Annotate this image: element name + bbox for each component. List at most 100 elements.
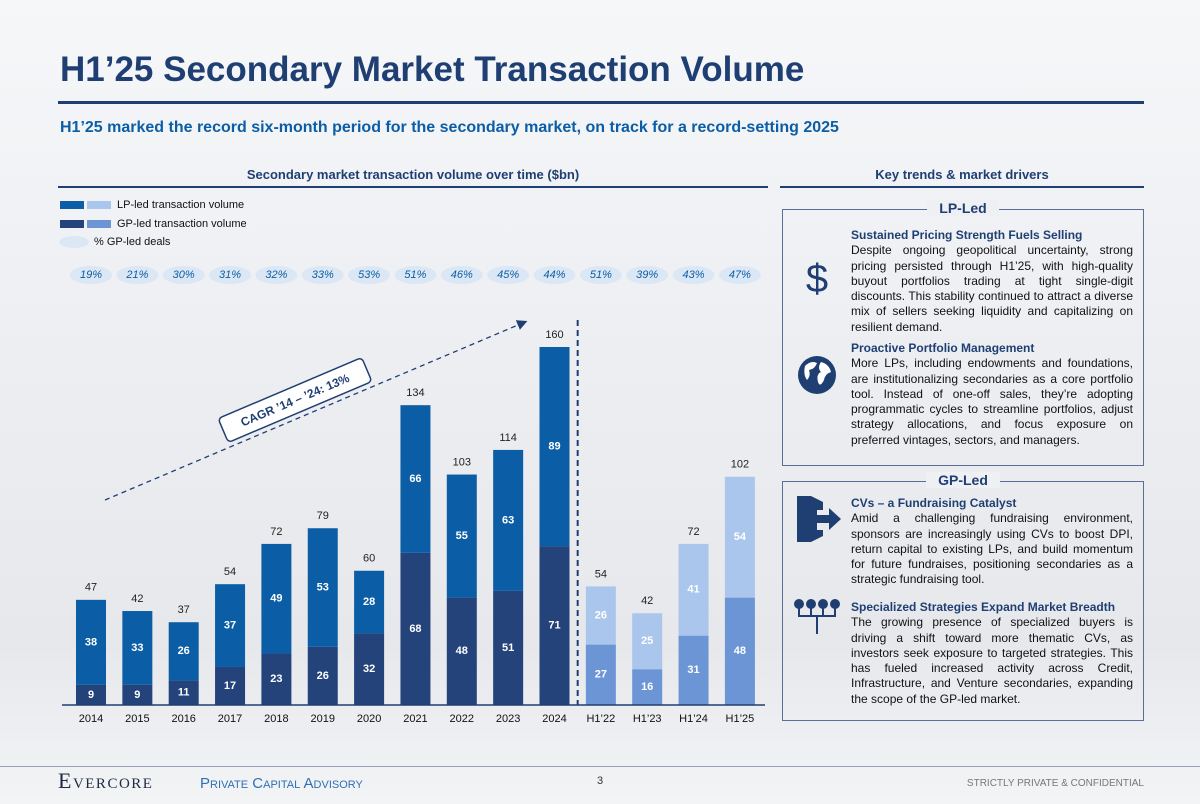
bar-segment (539, 546, 570, 705)
bar-segment (354, 633, 385, 705)
bar-segment (678, 635, 709, 705)
share-badge (718, 266, 761, 284)
legend-swatch (87, 220, 111, 228)
share-badge (672, 266, 715, 284)
chart: LP-led transaction volume GP-led transact… (59, 199, 765, 725)
x-tick-label: 2016 (171, 713, 195, 725)
x-tick-label: 2019 (311, 713, 335, 725)
bar-value-label: 31 (687, 664, 699, 676)
x-tick-label: 2024 (542, 713, 566, 725)
share-badge (116, 266, 159, 284)
share-label: 32% (265, 269, 287, 281)
footer-rule (0, 766, 1200, 767)
share-label: 30% (173, 269, 195, 281)
bar-value-label: 26 (178, 645, 190, 657)
share-badge (162, 266, 205, 284)
total-label: 134 (406, 387, 424, 399)
share-badge (626, 266, 669, 284)
bar-segment (76, 599, 106, 685)
share-label: 45% (497, 269, 519, 281)
share-label: 33% (312, 269, 334, 281)
drivers-title: Key trends & market drivers (875, 167, 1049, 182)
total-label: 103 (453, 456, 471, 468)
bar-segment (678, 543, 709, 636)
bar-value-label: 68 (409, 623, 421, 635)
page-number: 3 (596, 775, 604, 787)
share-badge (70, 266, 112, 284)
item-body: Despite ongoing geopolitical uncertainty… (851, 243, 1133, 334)
total-label: 54 (595, 568, 607, 580)
bar-segment (400, 552, 431, 705)
total-label: 60 (363, 553, 375, 565)
bar-segment (632, 613, 663, 670)
bar-segment (400, 405, 431, 553)
x-tick-label: 2022 (450, 713, 474, 725)
share-badge (209, 266, 252, 284)
x-tick-label: 2017 (218, 713, 242, 725)
total-label: 42 (641, 595, 653, 607)
bar-value-label: 33 (131, 642, 143, 654)
bar-value-label: 25 (641, 635, 653, 647)
bar-value-label: 49 (270, 593, 282, 605)
bar-segment (307, 528, 338, 647)
share-badge (533, 266, 576, 284)
bar-segment (724, 476, 755, 598)
section-rule (780, 186, 1144, 188)
bar-value-label: 71 (548, 619, 560, 631)
driver-item: CVs – a Fundraising Catalyst Amid a chal… (851, 496, 1133, 588)
slide-subtitle: H1’25 marked the record six-month period… (60, 119, 839, 136)
bar-value-label: 53 (317, 581, 329, 593)
share-label: 19% (80, 269, 102, 281)
bar-segment (215, 666, 246, 705)
share-label: 47% (729, 269, 751, 281)
item-body: Amid a challenging fundraising environme… (851, 511, 1133, 587)
share-label: 31% (219, 269, 241, 281)
share-label: 39% (636, 269, 658, 281)
total-label: 37 (178, 604, 190, 616)
bar-value-label: 17 (224, 680, 236, 692)
share-badge (301, 266, 344, 284)
legend-swatch (60, 220, 84, 228)
x-tick-label: 2018 (264, 713, 288, 725)
share-badge (579, 266, 622, 284)
bar-segment (261, 543, 292, 654)
total-label: 79 (317, 510, 329, 522)
share-label: 46% (451, 269, 473, 281)
x-tick-label: 2015 (125, 713, 149, 725)
share-label: 51% (590, 269, 612, 281)
gp-led-panel: GP-Led CVs – a Fundraising Catalyst Amid… (782, 472, 1144, 721)
bar-value-label: 54 (734, 531, 747, 543)
slide-title: H1’25 Secondary Market Transaction Volum… (60, 50, 805, 89)
bar-segment (632, 669, 663, 705)
share-label: 43% (683, 269, 705, 281)
x-tick-label: H1’22 (586, 713, 615, 725)
share-badge (394, 266, 437, 284)
icons: $ (798, 257, 836, 394)
bar-value-label: 26 (595, 609, 607, 621)
annotation-box (218, 358, 372, 442)
bar-value-label: 16 (641, 681, 653, 693)
panel-title: GP-Led (783, 472, 1143, 490)
brand: Evercore (58, 768, 154, 793)
bar-value-label: 55 (456, 530, 468, 542)
bar-value-label: 66 (409, 473, 421, 485)
bar-segment (493, 449, 524, 591)
item-body: More LPs, including endowments and found… (851, 356, 1133, 447)
item-heading: Proactive Portfolio Management (851, 341, 1035, 355)
chart-title: Secondary market transaction volume over… (246, 167, 580, 182)
network-icon (794, 599, 840, 634)
share-badge (440, 266, 483, 284)
share-label: 51% (404, 269, 426, 281)
bar-segment (122, 611, 153, 685)
confidential-notice: STRICTLY PRIVATE & CONFIDENTIAL (966, 778, 1144, 789)
total-label: 160 (545, 329, 563, 341)
division: Private Capital Advisory (200, 775, 363, 792)
bar-segment (493, 590, 524, 705)
bar-value-label: 32 (363, 663, 375, 675)
bar-value-label: 28 (363, 596, 375, 608)
panel-title-text: GP-Led (926, 472, 1000, 488)
bar-segment (76, 684, 106, 705)
legend-swatch (59, 236, 89, 248)
item-body: The growing presence of specialized buye… (851, 615, 1133, 706)
bar-segment (446, 474, 477, 598)
